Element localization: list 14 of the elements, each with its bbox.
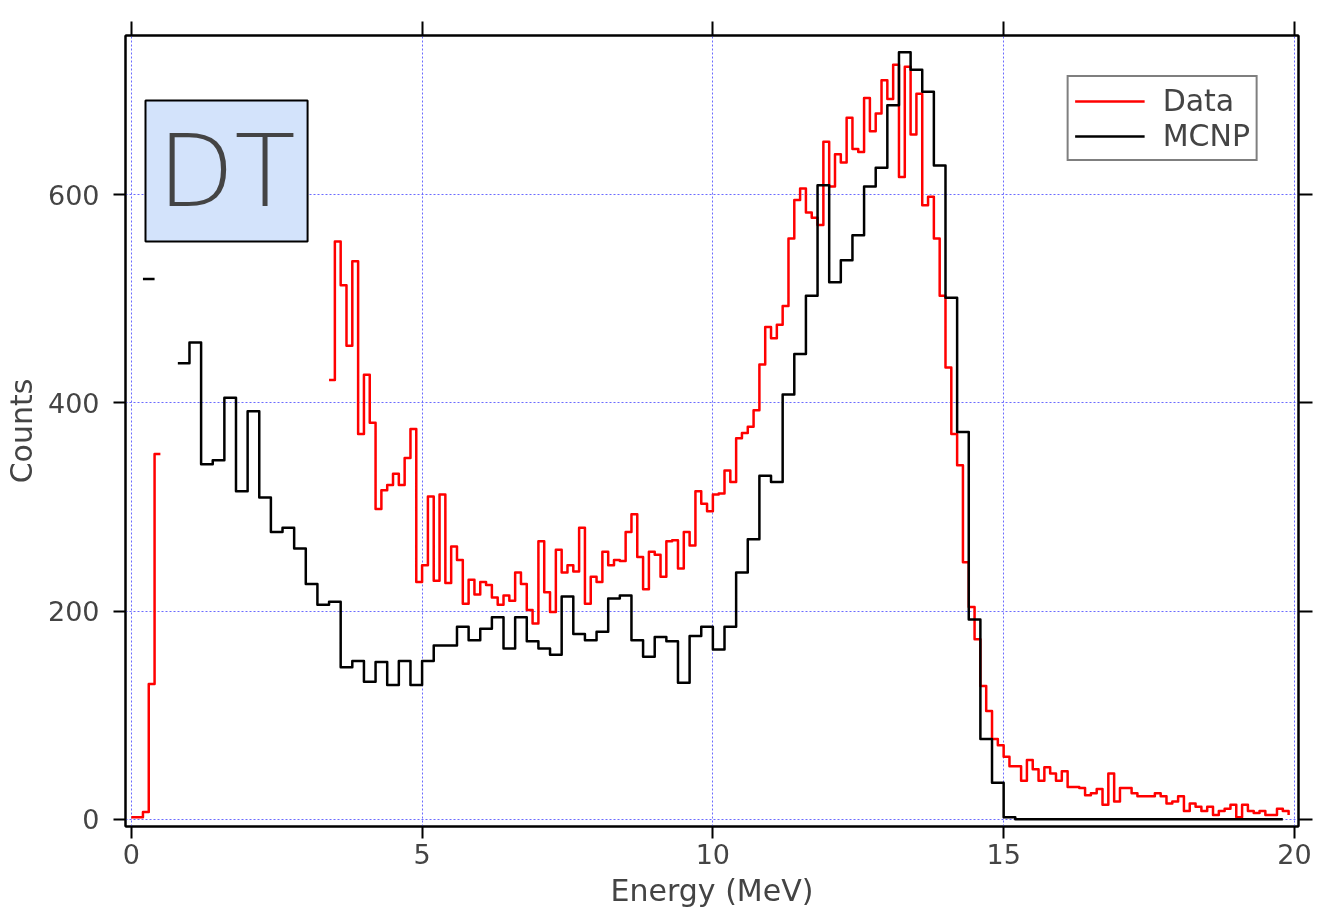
x-tick-label: 15 [986, 838, 1021, 870]
x-tick-label: 10 [695, 838, 731, 870]
x-axis-title: Energy (MeV) [610, 872, 814, 908]
y-tick-label: 0 [82, 804, 100, 836]
y-tick-label: 200 [47, 596, 100, 628]
y-tick-label: 600 [47, 179, 100, 211]
annotation: DT [157, 112, 296, 230]
y-axis-title: Counts [3, 378, 39, 484]
legend-label: MCNP [1162, 118, 1250, 153]
x-tick-label: 5 [413, 838, 431, 870]
x-tick-label: 20 [1277, 838, 1312, 870]
legend-label: Data [1162, 83, 1235, 118]
y-tick-label: 400 [47, 387, 100, 419]
x-tick-label: 0 [122, 838, 140, 870]
